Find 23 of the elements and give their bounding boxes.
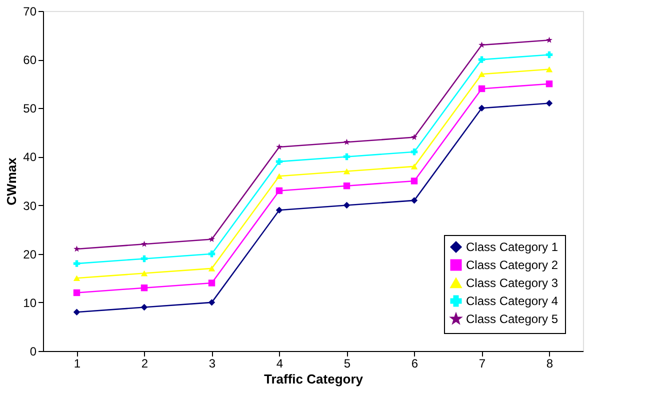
x-tick-label: 6 [411, 356, 418, 370]
legend-label: Class Category 5 [466, 312, 558, 326]
legend-label: Class Category 4 [466, 294, 558, 308]
x-tick-label: 5 [344, 356, 351, 370]
legend-label: Class Category 2 [466, 258, 558, 272]
y-tick-label: 60 [23, 53, 37, 68]
y-tick-label: 50 [23, 102, 37, 116]
y-tick-label: 70 [23, 4, 37, 18]
x-tick-label: 8 [546, 356, 554, 370]
y-tick-label: 30 [23, 198, 37, 213]
y-tick-label: 20 [23, 247, 37, 262]
x-tick-label: 1 [74, 356, 81, 370]
y-axis-title: CWmax [4, 156, 20, 206]
x-tick-label: 4 [276, 356, 284, 370]
x-tick-label: 2 [141, 356, 148, 370]
y-tick-label: 40 [23, 150, 37, 164]
x-tick-label: 3 [208, 356, 216, 370]
y-tick-label: 0 [30, 344, 37, 358]
x-tick-label: 7 [478, 356, 486, 370]
legend-label: Class Category 3 [466, 276, 558, 290]
x-axis-title: Traffic Category [264, 372, 364, 386]
legend-label: Class Category 1 [466, 240, 558, 254]
y-tick-label: 10 [23, 296, 37, 310]
